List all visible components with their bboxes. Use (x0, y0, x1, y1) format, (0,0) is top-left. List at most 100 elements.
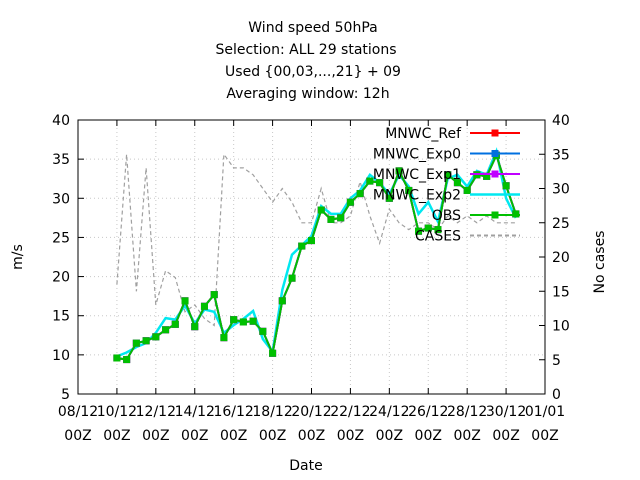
x-tick-label-date: 26/12 (408, 404, 448, 420)
data-point (259, 327, 267, 335)
chart-title: Wind speed 50hPa Selection: ALL 29 stati… (215, 20, 400, 102)
y2-tick-label: 0 (552, 387, 561, 403)
x-tick-label-time: 00Z (181, 428, 208, 444)
legend-swatch-marker (491, 170, 499, 178)
legend-label: OBS (432, 208, 461, 224)
x-tick-label-time: 00Z (376, 428, 403, 444)
data-point (142, 337, 150, 345)
x-tick-label-time: 00Z (415, 428, 442, 444)
data-point (123, 356, 131, 364)
data-point (424, 224, 432, 232)
y-axis: 5 10 15 20 25 30 35 40 (52, 113, 84, 403)
x-tick-label-time: 00Z (259, 428, 286, 444)
x-tick-label-time: 00Z (492, 428, 519, 444)
y-tick-label: 40 (52, 113, 70, 129)
x-tick-label-time: 00Z (531, 428, 558, 444)
x-tick-label-date: 28/12 (447, 404, 487, 420)
data-point (434, 226, 442, 234)
legend-entry: OBS (432, 208, 520, 224)
y-axis-label: m/s (10, 244, 26, 270)
legend-label: MNWC_Ref (385, 126, 462, 142)
data-point (453, 179, 461, 187)
y2-tick-label: 30 (552, 182, 570, 198)
data-point (512, 210, 520, 218)
series-cases (116, 152, 516, 327)
legend-label: MNWC_Exp1 (373, 167, 461, 183)
legend-swatch-marker (491, 129, 499, 137)
legend-swatch-marker (491, 150, 499, 157)
data-point (308, 237, 315, 245)
x-tick-label-date: 20/12 (291, 404, 331, 420)
data-point (249, 317, 257, 325)
x-tick-label-time: 00Z (453, 428, 480, 444)
series-obs (113, 151, 520, 364)
data-point (239, 318, 247, 326)
title-line-1: Wind speed 50hPa (248, 20, 377, 36)
legend-label: CASES (415, 229, 461, 245)
data-point (152, 333, 160, 341)
grid (78, 120, 545, 394)
data-point (269, 349, 277, 357)
data-point (483, 172, 491, 180)
data-point (502, 182, 510, 190)
data-point (220, 334, 228, 342)
x-tick-label-time: 00Z (64, 428, 91, 444)
x-tick-label-time: 00Z (337, 428, 364, 444)
data-point (278, 297, 286, 305)
data-point (191, 323, 199, 331)
data-point (415, 227, 423, 235)
legend-entry: MNWC_Exp1 (373, 167, 520, 183)
series-layer (113, 147, 520, 364)
title-line-2: Selection: ALL 29 stations (215, 42, 396, 58)
data-point (200, 302, 208, 310)
data-point (327, 215, 335, 223)
data-point (385, 194, 393, 202)
title-line-4: Averaging window: 12h (226, 86, 389, 102)
data-point (171, 320, 179, 328)
legend-entry: CASES (415, 229, 520, 245)
y-tick-label: 30 (52, 191, 70, 207)
y-tick-label: 5 (61, 387, 70, 403)
y2-axis: 0 5 10 15 20 25 30 35 40 (539, 113, 570, 403)
title-line-3: Used {00,03,...,21} + 09 (225, 64, 401, 80)
legend: MNWC_Ref MNWC_Exp0 MNWC_Exp1 MNWC_Exp2 OBS CA… (373, 126, 520, 245)
data-point (356, 190, 364, 198)
y2-tick-label: 25 (552, 216, 570, 232)
x-tick-label-time: 00Z (298, 428, 325, 444)
x-tick-label-date: 01/01 (525, 404, 565, 420)
data-point (405, 186, 413, 194)
legend-label: MNWC_Exp2 (373, 188, 461, 204)
data-point (337, 214, 345, 222)
x-tick-label-date: 30/12 (486, 404, 526, 420)
x-tick-label-date: 10/12 (97, 404, 137, 420)
x-tick-label-date: 14/12 (175, 404, 215, 420)
y-tick-label: 15 (52, 309, 70, 325)
x-tick-label-date: 22/12 (330, 404, 370, 420)
legend-entry: MNWC_Exp0 (373, 147, 520, 163)
x-axis: 08/12 00Z 10/12 00Z 12/12 00Z 14/12 00Z 16/12 00Z… (58, 120, 565, 444)
data-point (463, 186, 471, 194)
y2-tick-label: 10 (552, 319, 570, 335)
data-point (298, 242, 306, 250)
y-tick-label: 35 (52, 152, 70, 168)
x-tick-label-time: 00Z (220, 428, 247, 444)
y2-tick-label: 15 (552, 284, 570, 300)
data-point (132, 339, 140, 347)
x-tick-label-date: 12/12 (136, 404, 176, 420)
legend-entry: MNWC_Exp2 (373, 188, 520, 204)
data-point (210, 291, 218, 299)
data-point (317, 206, 325, 214)
y-tick-label: 20 (52, 270, 70, 286)
legend-swatch-marker (491, 211, 499, 219)
x-tick-label-date: 24/12 (369, 404, 409, 420)
x-tick-label-time: 00Z (142, 428, 169, 444)
y2-tick-label: 40 (552, 113, 570, 129)
y-tick-label: 25 (52, 230, 70, 246)
cases-layer (116, 152, 516, 327)
data-point (162, 326, 170, 334)
x-tick-label-date: 16/12 (213, 404, 253, 420)
data-point (181, 297, 189, 305)
legend-label: MNWC_Exp0 (373, 147, 461, 163)
x-axis-label: Date (289, 458, 322, 474)
